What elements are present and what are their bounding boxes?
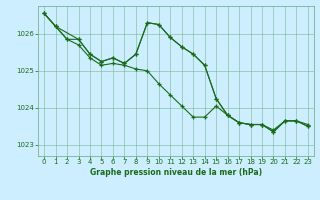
X-axis label: Graphe pression niveau de la mer (hPa): Graphe pression niveau de la mer (hPa) <box>90 168 262 177</box>
